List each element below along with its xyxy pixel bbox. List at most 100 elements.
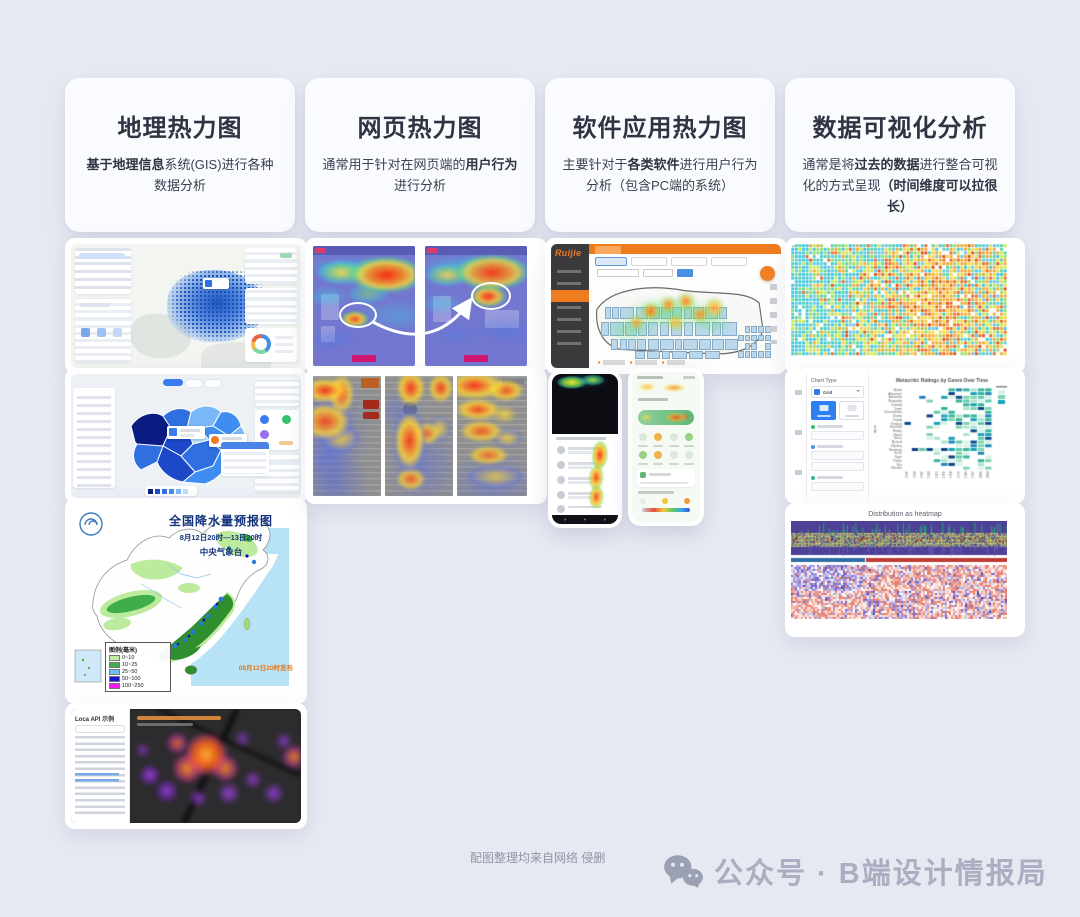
gis-panel-table: [245, 288, 297, 324]
text-bar: [568, 451, 592, 454]
grid-icon: [667, 450, 681, 466]
sidebar-title: Loca API 示例: [75, 717, 115, 723]
sidebar-highlighted-items: [75, 773, 119, 785]
distribution-heatmap-screenshot: Distribution as heatmap: [785, 503, 1025, 637]
chart-type-select: Grid: [811, 386, 864, 398]
avatar: [557, 461, 565, 469]
heatmap-button-selected: [811, 401, 836, 420]
text-bar: [568, 447, 602, 450]
right-icon-rail: [770, 284, 779, 344]
scrollmap-screen: [311, 374, 541, 498]
text-bar: [568, 462, 602, 465]
filter-pill: [79, 253, 125, 259]
legend-label: 10~25: [122, 662, 138, 668]
wechat-account-name: 公众号 · B端设计情报局: [714, 858, 1048, 890]
text-bar: [568, 496, 592, 499]
legend-label: 25~50: [122, 669, 138, 675]
precipitation-map-screenshot: 全国降水量预报图 8月12日20时—13日20时 中央气象台 图例(毫米) 0~…: [65, 498, 307, 704]
avatar: [557, 446, 565, 454]
status-bar: [637, 376, 663, 379]
y-axis-section: [811, 444, 864, 449]
toggle-pill-active: [163, 379, 183, 386]
phone-nav-bar: [552, 515, 618, 524]
distribution-canvas: [791, 521, 1007, 619]
card-geo-heatmap: 地理热力图 基于地理信息系统(GIS)进行各种数据分析: [65, 78, 295, 232]
card-dataviz: 数据可视化分析 通常是将过去的数据进行整合可视化的方式呈现（时间维度可以拉很长）: [785, 78, 1015, 232]
loca-screen: Loca API 示例: [71, 709, 301, 823]
comparison-arrow: [372, 297, 473, 336]
filter-row: [589, 267, 781, 278]
tooltip-text-bar: [180, 434, 194, 437]
annotation-circle: [471, 282, 511, 310]
tooltip-marker-icon: [205, 280, 212, 287]
promo-banner-heat: [638, 410, 694, 425]
caption-bar: [137, 716, 221, 720]
legend-row: 50~100: [109, 676, 167, 682]
active-top-tab: [595, 246, 621, 254]
bottom-legend: [595, 360, 685, 365]
section-title-bar: [638, 398, 668, 401]
scrollmap-trio-screenshot: [305, 368, 547, 504]
app-sidebar: Ruijie: [551, 244, 589, 368]
avatar: [557, 504, 565, 513]
marker-green: [282, 415, 291, 424]
stat-icon: [113, 328, 122, 337]
grid-icon: [652, 432, 666, 448]
image-credit: 配图整理均来自网络 侵删: [470, 851, 606, 865]
precip-titles: 全国降水量预报图 8月12日20时—13日20时 中央气象台: [141, 512, 301, 558]
phone-screen: [632, 372, 700, 522]
web-heatmap-after: [425, 246, 527, 366]
precip-org: 中央气象台: [199, 547, 243, 557]
scrollmap-page-1: [313, 376, 381, 496]
gis-dashboard-screenshot: [65, 238, 307, 374]
filter-select: [643, 269, 673, 277]
emoji-dot: [662, 498, 668, 504]
heat-scale-bar: [642, 508, 690, 512]
gis-panel-summary: [245, 248, 297, 284]
heat-overlay: [385, 376, 453, 496]
tab-selected: [595, 257, 627, 266]
sidebar-menu: [551, 266, 589, 352]
region-list-panel: [73, 388, 115, 488]
card-title: 地理热力图: [117, 115, 243, 142]
cta-button: [352, 355, 376, 362]
search-box: [75, 725, 125, 733]
text-bar: [568, 481, 592, 484]
heat-3d-peaks: [129, 709, 301, 823]
floor-plan: [591, 280, 771, 362]
query-button: [677, 269, 693, 277]
grid-icon: [667, 432, 681, 448]
legend-swatch: [109, 662, 120, 668]
card-desc: 基于地理信息系统(GIS)进行各种数据分析: [86, 157, 274, 193]
legend-swatch: [109, 683, 120, 689]
x-axis-field: [811, 431, 864, 440]
legend-swatch: [109, 655, 120, 661]
video-player-heat: [552, 374, 618, 434]
top-heat-smudges: [632, 380, 700, 394]
legend-row: 100~250: [109, 683, 167, 689]
y-axis-field: [811, 451, 864, 460]
scale-step: [148, 489, 153, 494]
grid-icon: [814, 389, 820, 395]
text-bar: [568, 466, 592, 469]
mosaic-canvas: [791, 244, 1007, 356]
phone-mini-app: [628, 368, 704, 526]
grid-icon: [652, 450, 666, 466]
card-desc: 通常用于针对在网页端的用户行为进行分析: [322, 157, 518, 193]
legend-panel-markers: [255, 410, 299, 450]
legend-rows: 0~10 10~25 25~50 50~100 100~250: [109, 655, 167, 689]
precip-legend: 图例(毫米) 0~10 10~25 25~50 50~100 100~250: [105, 642, 171, 692]
color-section: [811, 475, 864, 480]
emoji-dot: [640, 498, 646, 504]
comment-row: [557, 476, 618, 485]
wechat-icon: [664, 855, 703, 888]
tool-icon-rail: [791, 374, 807, 498]
web-pair-screen: [311, 244, 541, 368]
dist-screen: Distribution as heatmap: [791, 509, 1019, 631]
donut-legend: [275, 336, 293, 356]
marker-purple: [260, 430, 269, 439]
genre-matrix-canvas: [870, 374, 1008, 486]
card-web-heatmap: 网页热力图 通常用于针对在网页端的用户行为进行分析: [305, 78, 535, 232]
precip-screen: 全国降水量预报图 8月12日20时—13日20时 中央气象台 图例(毫米) 0~…: [71, 504, 301, 698]
channel-row: [557, 446, 618, 455]
